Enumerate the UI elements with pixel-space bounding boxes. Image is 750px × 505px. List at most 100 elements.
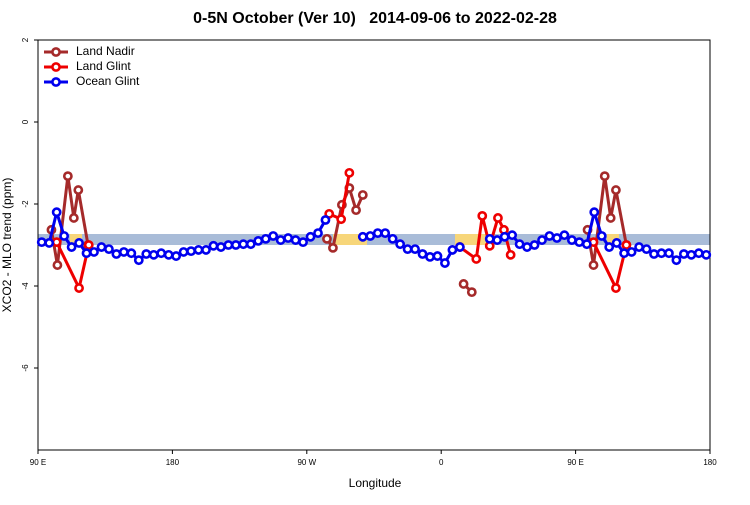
legend-label: Ocean Glint bbox=[76, 74, 140, 88]
data-point bbox=[68, 213, 79, 223]
data-point bbox=[599, 171, 610, 182]
x-tick-label: 0 bbox=[439, 458, 444, 467]
y-tick-label: 0 bbox=[21, 119, 30, 124]
legend-label: Land Nadir bbox=[76, 44, 135, 58]
data-point bbox=[89, 247, 99, 257]
data-point bbox=[671, 255, 682, 266]
data-point bbox=[588, 260, 599, 270]
data-point bbox=[649, 249, 659, 259]
data-point bbox=[693, 248, 704, 259]
data-point bbox=[604, 242, 615, 252]
data-point bbox=[268, 231, 279, 241]
data-point bbox=[290, 235, 301, 245]
data-point bbox=[253, 235, 264, 246]
land-band bbox=[607, 234, 619, 245]
data-point bbox=[641, 244, 652, 254]
data-point bbox=[357, 231, 368, 242]
data-point bbox=[380, 228, 391, 239]
data-point bbox=[305, 231, 316, 242]
data-point bbox=[186, 246, 196, 257]
data-point bbox=[178, 247, 189, 257]
data-point bbox=[514, 239, 525, 250]
data-point bbox=[111, 249, 122, 259]
data-point bbox=[313, 228, 323, 239]
data-point bbox=[51, 207, 62, 218]
y-tick-label: -6 bbox=[21, 364, 30, 372]
x-tick-label: 180 bbox=[166, 458, 180, 467]
data-point bbox=[365, 231, 376, 241]
data-point bbox=[201, 245, 211, 255]
data-point bbox=[581, 239, 592, 250]
data-point bbox=[402, 244, 413, 254]
data-point bbox=[605, 213, 616, 223]
data-point bbox=[537, 235, 547, 245]
data-point bbox=[322, 233, 332, 244]
data-point bbox=[73, 185, 84, 195]
data-point bbox=[260, 233, 271, 244]
data-point bbox=[529, 240, 540, 250]
data-point bbox=[216, 242, 226, 252]
data-point bbox=[59, 231, 70, 241]
data-point bbox=[104, 244, 114, 254]
ocean-band bbox=[38, 234, 710, 245]
data-point bbox=[559, 230, 570, 241]
data-point bbox=[298, 237, 308, 248]
data-point bbox=[566, 235, 577, 245]
data-point bbox=[74, 238, 84, 248]
data-point bbox=[477, 210, 488, 221]
data-point bbox=[283, 233, 294, 243]
data-point bbox=[596, 231, 607, 241]
data-point bbox=[387, 233, 398, 244]
data-point bbox=[432, 251, 443, 261]
data-point bbox=[62, 171, 73, 182]
data-point bbox=[245, 239, 256, 250]
data-point bbox=[81, 248, 92, 259]
data-point bbox=[466, 287, 477, 298]
data-point bbox=[634, 242, 644, 252]
data-point bbox=[230, 240, 241, 250]
land-band bbox=[333, 234, 367, 245]
data-point bbox=[51, 237, 62, 248]
data-point bbox=[320, 215, 331, 225]
y-axis-label: XCO2 - MLO trend (ppm) bbox=[0, 178, 14, 313]
data-point bbox=[208, 240, 219, 251]
x-axis-label: Longitude bbox=[349, 476, 402, 490]
data-point bbox=[589, 207, 600, 218]
data-point bbox=[74, 283, 84, 293]
data-point bbox=[410, 244, 420, 254]
data-point bbox=[193, 245, 204, 255]
data-point bbox=[522, 242, 532, 252]
data-point bbox=[223, 240, 234, 250]
data-point bbox=[447, 245, 458, 255]
data-point bbox=[372, 228, 383, 239]
data-point bbox=[52, 260, 63, 270]
data-point bbox=[96, 242, 107, 252]
data-point bbox=[492, 235, 503, 245]
data-point bbox=[626, 247, 637, 257]
x-tick-label: 90 W bbox=[297, 458, 316, 467]
data-point bbox=[678, 249, 689, 259]
data-point bbox=[656, 248, 667, 259]
data-point bbox=[552, 233, 562, 243]
data-point bbox=[507, 230, 518, 241]
y-tick-label: 2 bbox=[21, 37, 30, 42]
data-point bbox=[156, 248, 167, 259]
data-point bbox=[36, 237, 47, 248]
data-point bbox=[664, 248, 674, 259]
x-tick-label: 90 E bbox=[567, 458, 583, 467]
data-point bbox=[471, 254, 482, 264]
y-tick-label: -2 bbox=[21, 200, 30, 208]
data-point bbox=[505, 249, 516, 260]
data-point bbox=[328, 242, 338, 253]
land-band bbox=[455, 234, 490, 245]
data-point bbox=[163, 249, 174, 260]
data-point bbox=[44, 238, 55, 248]
data-point bbox=[619, 248, 630, 259]
data-point bbox=[425, 251, 435, 262]
legend-marker bbox=[51, 62, 61, 72]
data-point bbox=[686, 249, 697, 260]
data-point bbox=[484, 233, 495, 244]
data-point bbox=[66, 242, 77, 252]
